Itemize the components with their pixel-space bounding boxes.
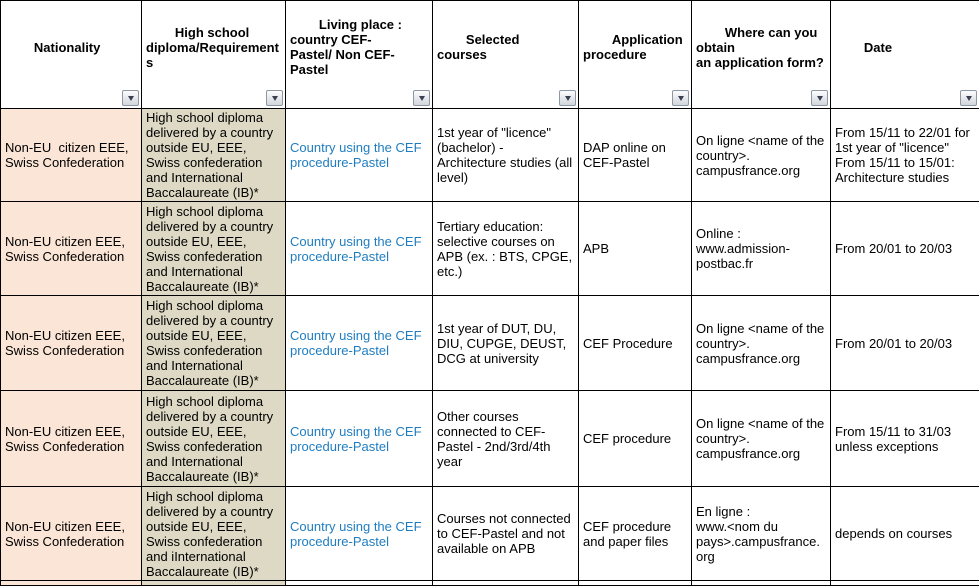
cell-date[interactable]: From 15/11 to 31/03 unless exceptions	[831, 391, 979, 487]
chevron-down-icon	[678, 96, 684, 101]
cell-living-place[interactable]: Country using the CEF procedure-Pastel	[286, 109, 433, 202]
cell-nationality[interactable]: Non-EU citizen EEE, Swiss Confederation	[1, 391, 142, 487]
cell-application-procedure[interactable]: APB	[579, 202, 692, 296]
cell-application-form[interactable]: En ligne : www.<nom du pays>.campusfranc…	[692, 487, 831, 581]
cell-partial	[142, 581, 286, 586]
cell-application-form[interactable]: On ligne <name of the country>. campusfr…	[692, 296, 831, 391]
cell-selected-courses[interactable]: Tertiary education: selective courses on…	[433, 202, 579, 296]
cell-application-procedure[interactable]: CEF Procedure	[579, 296, 692, 391]
cell-diploma[interactable]: High school diploma delivered by a count…	[142, 391, 286, 487]
cell-partial	[286, 581, 433, 586]
header-label: Nationality	[34, 40, 100, 55]
cell-application-form[interactable]: Online : www.admission-postbac.fr	[692, 202, 831, 296]
table-row: Non-EU citizen EEE, Swiss Confederation …	[1, 391, 979, 487]
cell-living-place[interactable]: Country using the CEF procedure-Pastel	[286, 296, 433, 391]
cell-application-procedure[interactable]: CEF procedure	[579, 391, 692, 487]
cell-diploma[interactable]: High school diploma delivered by a count…	[142, 202, 286, 296]
cell-living-place[interactable]: Country using the CEF procedure-Pastel	[286, 487, 433, 581]
cell-selected-courses[interactable]: 1st year of "licence" (bachelor) - Archi…	[433, 109, 579, 202]
cell-nationality[interactable]: Non-EU citizen EEE, Swiss Confederation	[1, 202, 142, 296]
header-label: Selected courses	[437, 32, 523, 62]
header-label: Application procedure	[583, 32, 683, 62]
filter-button[interactable]	[811, 90, 828, 106]
partial-next-row	[1, 581, 979, 586]
table-row: Non-EU citizen EEE, Swiss Confederation …	[1, 202, 979, 296]
filter-button[interactable]	[672, 90, 689, 106]
cef-procedure-link[interactable]: Country using the CEF procedure-Pastel	[290, 140, 425, 170]
cef-procedure-link[interactable]: Country using the CEF procedure-Pastel	[290, 234, 425, 264]
cell-application-form[interactable]: On ligne <name of the country>. campusfr…	[692, 391, 831, 487]
filter-button[interactable]	[960, 90, 977, 106]
cell-partial	[692, 581, 831, 586]
table-row: Non-EU citizen EEE, Swiss Confederation …	[1, 109, 979, 202]
cell-nationality[interactable]: Non-EU citizen EEE, Swiss Confederation	[1, 487, 142, 581]
cef-procedure-link[interactable]: Country using the CEF procedure-Pastel	[290, 519, 425, 549]
cell-application-procedure[interactable]: CEF procedure and paper files	[579, 487, 692, 581]
cell-selected-courses[interactable]: Courses not connected to CEF-Pastel and …	[433, 487, 579, 581]
table-row: Non-EU citizen EEE, Swiss Confederation …	[1, 296, 979, 391]
cell-diploma[interactable]: High school diploma delivered by a count…	[142, 109, 286, 202]
col-header-nationality: Nationality	[1, 1, 142, 109]
cell-application-procedure[interactable]: DAP online on CEF-Pastel	[579, 109, 692, 202]
cell-date[interactable]: From 15/11 to 22/01 for 1st year of "lic…	[831, 109, 979, 202]
filter-button[interactable]	[122, 90, 139, 106]
chevron-down-icon	[419, 96, 425, 101]
header-label: Date	[864, 40, 892, 55]
chevron-down-icon	[817, 96, 823, 101]
cell-partial	[579, 581, 692, 586]
cell-partial	[433, 581, 579, 586]
filter-button[interactable]	[266, 90, 283, 106]
cell-living-place[interactable]: Country using the CEF procedure-Pastel	[286, 202, 433, 296]
col-header-diploma: High school diploma/Requirements	[142, 1, 286, 109]
col-header-application-form: Where can you obtain an application form…	[692, 1, 831, 109]
cell-date[interactable]: depends on courses	[831, 487, 979, 581]
cell-application-form[interactable]: On ligne <name of the country>. campusfr…	[692, 109, 831, 202]
cell-nationality[interactable]: Non-EU citizen EEE, Swiss Confederation	[1, 109, 142, 202]
cell-diploma[interactable]: High school diploma delivered by a count…	[142, 296, 286, 391]
cell-living-place[interactable]: Country using the CEF procedure-Pastel	[286, 391, 433, 487]
col-header-date: Date	[831, 1, 979, 109]
chevron-down-icon	[565, 96, 571, 101]
col-header-living-place: Living place : country CEF- Pastel/ Non …	[286, 1, 433, 109]
filter-button[interactable]	[413, 90, 430, 106]
cell-partial	[831, 581, 979, 586]
header-row: Nationality High school diploma/Requirem…	[1, 1, 979, 109]
cell-selected-courses[interactable]: 1st year of DUT, DU, DIU, CUPGE, DEUST, …	[433, 296, 579, 391]
header-label: High school diploma/Requirements	[146, 25, 279, 70]
cell-diploma[interactable]: High school diploma delivered by a count…	[142, 487, 286, 581]
cell-date[interactable]: From 20/01 to 20/03	[831, 202, 979, 296]
cef-procedure-link[interactable]: Country using the CEF procedure-Pastel	[290, 328, 425, 358]
chevron-down-icon	[272, 96, 278, 101]
table-row: Non-EU citizen EEE, Swiss Confederation …	[1, 487, 979, 581]
cell-nationality[interactable]: Non-EU citizen EEE, Swiss Confederation	[1, 296, 142, 391]
cell-date[interactable]: From 20/01 to 20/03	[831, 296, 979, 391]
header-label: Living place : country CEF- Pastel/ Non …	[290, 17, 406, 77]
cef-procedure-link[interactable]: Country using the CEF procedure-Pastel	[290, 424, 425, 454]
col-header-application-procedure: Application procedure	[579, 1, 692, 109]
col-header-selected-courses: Selected courses	[433, 1, 579, 109]
cell-selected-courses[interactable]: Other courses connected to CEF-Pastel - …	[433, 391, 579, 487]
cell-partial	[1, 581, 142, 586]
filter-button[interactable]	[559, 90, 576, 106]
chevron-down-icon	[966, 96, 972, 101]
chevron-down-icon	[128, 96, 134, 101]
header-label: Where can you obtain an application form…	[696, 25, 824, 70]
